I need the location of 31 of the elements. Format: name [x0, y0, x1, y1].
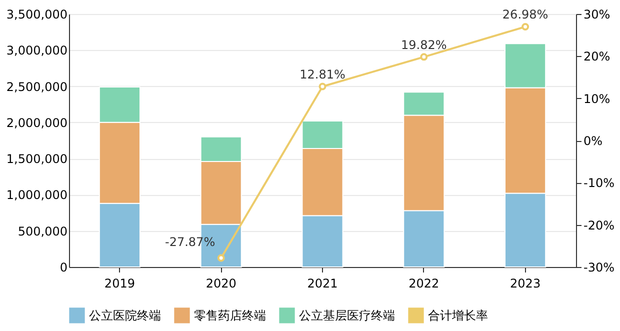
y-tick-label: 3,000,000: [6, 44, 68, 58]
x-tick-label: 2021: [307, 276, 338, 290]
point: [522, 23, 530, 30]
y2-tick-label: -10%: [584, 176, 615, 190]
y2-tick-label: -20%: [584, 218, 615, 232]
legend-label: 合计增长率: [428, 308, 488, 322]
point: [420, 53, 428, 61]
legend-label: 零售药店终端: [194, 308, 266, 322]
y-tick-label: 1,000,000: [6, 188, 68, 202]
y2-tick-label: 20%: [584, 50, 610, 64]
y-tick-label: 2,500,000: [6, 80, 68, 94]
x-tick-label: 2023: [510, 276, 541, 290]
y-tick-label: 3,500,000: [6, 8, 68, 22]
data-label: 12.81%: [300, 67, 346, 82]
y2-tick-label: 10%: [584, 92, 610, 106]
y-tick-label: 1,500,000: [6, 152, 68, 166]
legend-label: 公立基层医疗终端: [299, 308, 395, 322]
y-tick-label: 500,000: [18, 224, 68, 238]
point: [318, 82, 326, 90]
x-tick-label: 2022: [408, 276, 440, 290]
x-tick-label: 2019: [104, 276, 135, 290]
y-tick-label: 0: [60, 260, 68, 274]
data-label: 19.82%: [401, 38, 447, 52]
point: [217, 254, 225, 262]
y2-tick-label: 30%: [584, 8, 610, 22]
y2-tick-label: 0%: [584, 134, 603, 148]
x-tick-label: 2020: [206, 276, 236, 290]
y-tick-label: 2,000,000: [6, 116, 68, 130]
legend-label: 公立医院终端: [89, 308, 161, 322]
y2-tick-label: -30%: [584, 260, 615, 274]
data-label: 26.98%: [502, 8, 548, 22]
